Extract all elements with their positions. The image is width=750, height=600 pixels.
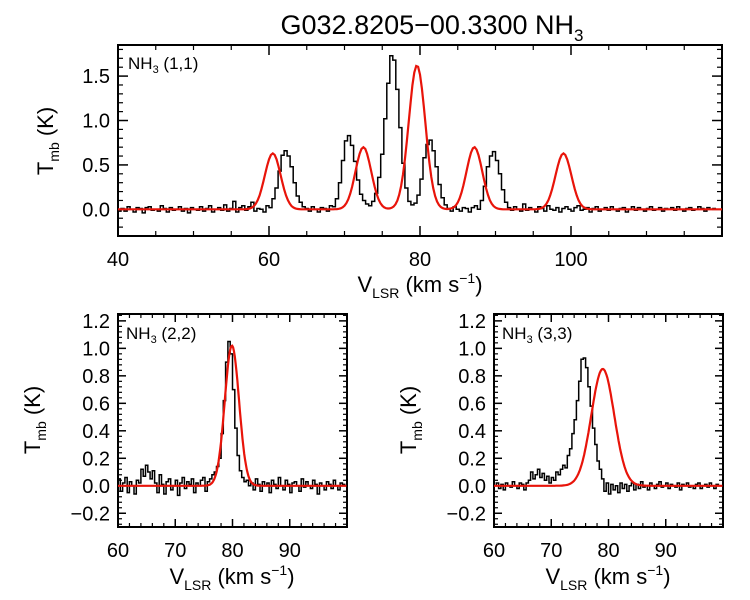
- fit-curve-nh3-22: [118, 344, 347, 487]
- y-tick-label-nh3-33: −0.2: [447, 503, 486, 525]
- x-axis-label-nh3-22: VLSR (km s−1): [169, 562, 294, 593]
- x-axis-label-nh3-11: VLSR (km s−1): [357, 270, 482, 301]
- y-tick-label-nh3-22: 0.4: [82, 421, 110, 443]
- y-tick-label-nh3-11: 0.0: [82, 199, 110, 221]
- figure-title: G032.8205−00.3300 NH3: [281, 10, 584, 45]
- fit-curve-nh3-33: [494, 367, 723, 487]
- panel-label-nh3-33: NH3 (3,3): [502, 324, 572, 346]
- x-tick-label-nh3-11: 100: [554, 249, 587, 271]
- x-axis-label-nh3-33: VLSR (km s−1): [545, 562, 670, 593]
- y-axis-label-nh3-22: Tmb (K): [20, 386, 49, 454]
- ticks-nh3-22: 60 70 80 90 −0.2 0.0 0.2 0.4 0.6 0.8 1.0 1.2: [71, 311, 348, 562]
- y-tick-label-nh3-22: 1.0: [82, 338, 110, 360]
- y-tick-label-nh3-22: 0.2: [82, 448, 110, 470]
- y-axis-label-nh3-11: Tmb (K): [33, 107, 62, 175]
- y-tick-label-nh3-22: 0.6: [82, 393, 110, 415]
- y-tick-label-nh3-11: 0.5: [82, 155, 110, 177]
- y-tick-label-nh3-33: 1.2: [458, 311, 486, 333]
- x-tick-label-nh3-11: 80: [409, 249, 431, 271]
- fit-curve-nh3-11: [118, 64, 722, 211]
- y-tick-label-nh3-33: 1.0: [458, 338, 486, 360]
- y-tick-label-nh3-33: 0.4: [458, 421, 486, 443]
- x-tick-label-nh3-33: 90: [655, 540, 677, 562]
- x-tick-label-nh3-33: 80: [597, 540, 619, 562]
- observed-spectrum-nh3-33: [494, 357, 723, 495]
- panel-nh3-22: 60 70 80 90 −0.2 0.0 0.2 0.4 0.6 0.8 1.0 1.2 NH3 (2…: [20, 311, 348, 593]
- x-tick-label-nh3-33: 60: [483, 540, 505, 562]
- y-axis-label-nh3-33: Tmb (K): [396, 386, 425, 454]
- y-tick-label-nh3-22: 0.8: [82, 366, 110, 388]
- y-tick-label-nh3-11: 1.5: [82, 66, 110, 88]
- panel-label-nh3-11: NH3 (1,1): [128, 54, 198, 76]
- y-tick-label-nh3-33: 0.8: [458, 366, 486, 388]
- y-tick-label-nh3-33: 0.6: [458, 393, 486, 415]
- panel-label-nh3-22: NH3 (2,2): [126, 324, 196, 346]
- series-nh3-33: [494, 357, 723, 495]
- x-tick-label-nh3-11: 40: [107, 249, 129, 271]
- y-tick-label-nh3-22: 1.2: [82, 311, 110, 333]
- y-tick-label-nh3-33: 0.0: [458, 476, 486, 498]
- x-tick-label-nh3-22: 60: [107, 540, 129, 562]
- y-tick-label-nh3-33: 0.2: [458, 448, 486, 470]
- ticks-nh3-11: 40 60 80 100 0.0 0.5 1.0 1.5: [82, 45, 723, 271]
- series-nh3-22: [118, 340, 347, 497]
- observed-spectrum-nh3-22: [118, 340, 347, 497]
- x-tick-label-nh3-22: 70: [164, 540, 186, 562]
- x-tick-label-nh3-33: 70: [540, 540, 562, 562]
- ticks-nh3-33: 60 70 80 90 −0.2 0.0 0.2 0.4 0.6 0.8 1.0 1.2: [447, 311, 724, 562]
- observed-spectrum-nh3-11: [118, 54, 716, 214]
- x-tick-label-nh3-22: 90: [279, 540, 301, 562]
- y-tick-label-nh3-22: −0.2: [71, 503, 110, 525]
- x-tick-label-nh3-11: 60: [258, 249, 280, 271]
- y-tick-label-nh3-11: 1.0: [82, 111, 110, 133]
- x-tick-label-nh3-22: 80: [221, 540, 243, 562]
- y-tick-label-nh3-22: 0.0: [82, 476, 110, 498]
- panel-nh3-33: 60 70 80 90 −0.2 0.0 0.2 0.4 0.6 0.8 1.0 1.2 NH3 (3…: [396, 311, 724, 593]
- series-nh3-11: [118, 54, 722, 214]
